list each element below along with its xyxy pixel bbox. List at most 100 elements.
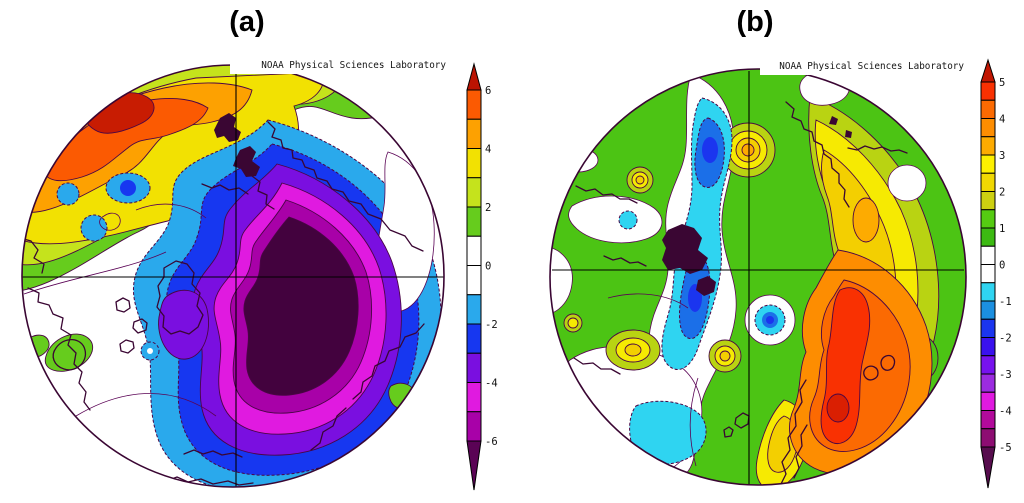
amber-spot — [852, 197, 880, 243]
colorbar-a-cell — [466, 118, 482, 149]
coastline-black-sea — [863, 365, 879, 381]
bullseye-core — [624, 343, 642, 357]
cold-core-dark-purple — [243, 216, 359, 396]
white-patch-right-edge — [887, 164, 927, 202]
colorbar-b-tick: -1 — [999, 296, 1012, 308]
coastline — [22, 237, 45, 274]
contour-line — [23, 251, 167, 295]
coastlines-b — [573, 101, 908, 485]
coastline-archipelago — [119, 339, 135, 354]
colorbar-b-cell — [980, 264, 996, 284]
colorbar-b-tick: 1 — [999, 223, 1005, 235]
thin-contours-a — [23, 203, 217, 417]
colorbar-a-tick: -2 — [485, 319, 498, 331]
violet-patch-greenland — [158, 289, 209, 360]
white-patch-left-edge — [550, 245, 573, 316]
colorbar-b-cell — [980, 118, 996, 138]
coastline-canada — [575, 185, 638, 204]
coastline-britain — [734, 412, 750, 429]
coastline-island — [829, 116, 838, 125]
cold-spot — [56, 182, 80, 206]
map-b-circle-outline — [549, 68, 967, 486]
colorbar-a-cell — [466, 411, 482, 442]
warm-bullseyes-b — [563, 122, 776, 373]
coastline-norway-inner — [793, 424, 808, 479]
colorbar-b-cell — [980, 99, 996, 119]
coastline-europe — [183, 449, 243, 458]
bullseye-core — [635, 175, 645, 185]
bullseye-core — [567, 317, 579, 329]
colorbar-a-cell — [466, 89, 482, 120]
colorbar-a-tick: 4 — [485, 144, 491, 156]
map-panel-b: NOAA Physical Sciences Laboratory — [549, 58, 968, 486]
coastline-scandinavia — [233, 146, 260, 177]
colorbar-a-tick: 0 — [485, 261, 491, 273]
contour-line — [75, 393, 217, 417]
colorbar-a-cell — [466, 323, 482, 354]
bullseye-core — [741, 143, 755, 157]
colorbar-a-cell — [466, 382, 482, 413]
colorbar-a-cell — [466, 177, 482, 208]
coastline-greenland — [156, 260, 204, 335]
warm-core-region-b — [789, 249, 933, 475]
colorbar-b-cell — [980, 373, 996, 393]
warm-core-dark-red — [826, 393, 850, 423]
colorbar-b-cell — [980, 245, 996, 265]
contour-line — [99, 212, 121, 231]
warm-anomaly-region-a — [22, 65, 444, 293]
contour-line — [607, 293, 689, 309]
colorbar-a-tick: 2 — [485, 202, 491, 214]
colorbar-b-cell — [980, 191, 996, 211]
coastline-archipelago — [132, 318, 148, 334]
map-a-content — [22, 65, 444, 487]
cyan-spot-left — [618, 210, 638, 230]
cold-spot-core — [120, 180, 136, 196]
colorbar-a-cell — [466, 265, 482, 296]
credit-text-b: NOAA Physical Sciences Laboratory — [779, 61, 964, 72]
cold-spot-center-core — [766, 316, 774, 324]
map-b-content — [550, 69, 966, 485]
coastline — [251, 175, 275, 210]
coastline-island — [845, 130, 852, 138]
colorbar-b-tick: 0 — [999, 260, 1005, 272]
coastline-norway — [779, 379, 807, 485]
contour-line — [135, 203, 207, 219]
colorbar-b-cell — [980, 300, 996, 320]
colorbar-a-tick: -4 — [485, 378, 498, 390]
coastline — [310, 407, 347, 451]
colorbar-b-cell — [980, 391, 996, 411]
coastline-eurasia — [785, 101, 850, 208]
cold-spot — [80, 214, 108, 242]
coastline — [352, 323, 425, 400]
colorbar-a-arrow-bottom — [466, 440, 482, 491]
colorbar-a-cell — [466, 294, 482, 325]
colorbar-b-tick: 4 — [999, 114, 1005, 126]
colorbar-a-cell — [466, 206, 482, 237]
contour-line — [689, 377, 699, 467]
coastline-svalbard — [214, 113, 241, 142]
colorbar-b-cell — [980, 136, 996, 156]
white-dot — [147, 348, 153, 354]
colorbar-b-cell — [980, 282, 996, 302]
colorbar-b-cell — [980, 428, 996, 448]
map-panel-a: NOAA Physical Sciences Laboratory — [21, 56, 450, 488]
panel-b-title: (b) — [736, 6, 774, 38]
colorbar-b-cell — [980, 355, 996, 375]
colorbar-b-tick: -3 — [999, 369, 1012, 381]
coastline-siberia — [267, 121, 424, 252]
colorbar-b-cell — [980, 318, 996, 338]
colorbar-b-tick: -5 — [999, 442, 1012, 454]
colorbar-b-arrow-top — [980, 58, 996, 83]
coastline-europe — [163, 476, 254, 486]
coastlines-a — [22, 113, 425, 486]
colorbar-b-cell — [980, 172, 996, 192]
colorbar-a-arrow-top — [466, 62, 482, 91]
coastline-hudson — [52, 338, 87, 371]
coastline-arctic-russia — [847, 145, 908, 154]
colorbar-b-tick: 2 — [999, 187, 1005, 199]
colorbar-b-tick: -2 — [999, 333, 1012, 345]
coastline-greenland-mass — [662, 224, 708, 274]
colorbar-b-tick: 3 — [999, 150, 1005, 162]
colorbar-a-tick: -6 — [485, 436, 498, 448]
panel-a-title: (a) — [229, 6, 265, 38]
